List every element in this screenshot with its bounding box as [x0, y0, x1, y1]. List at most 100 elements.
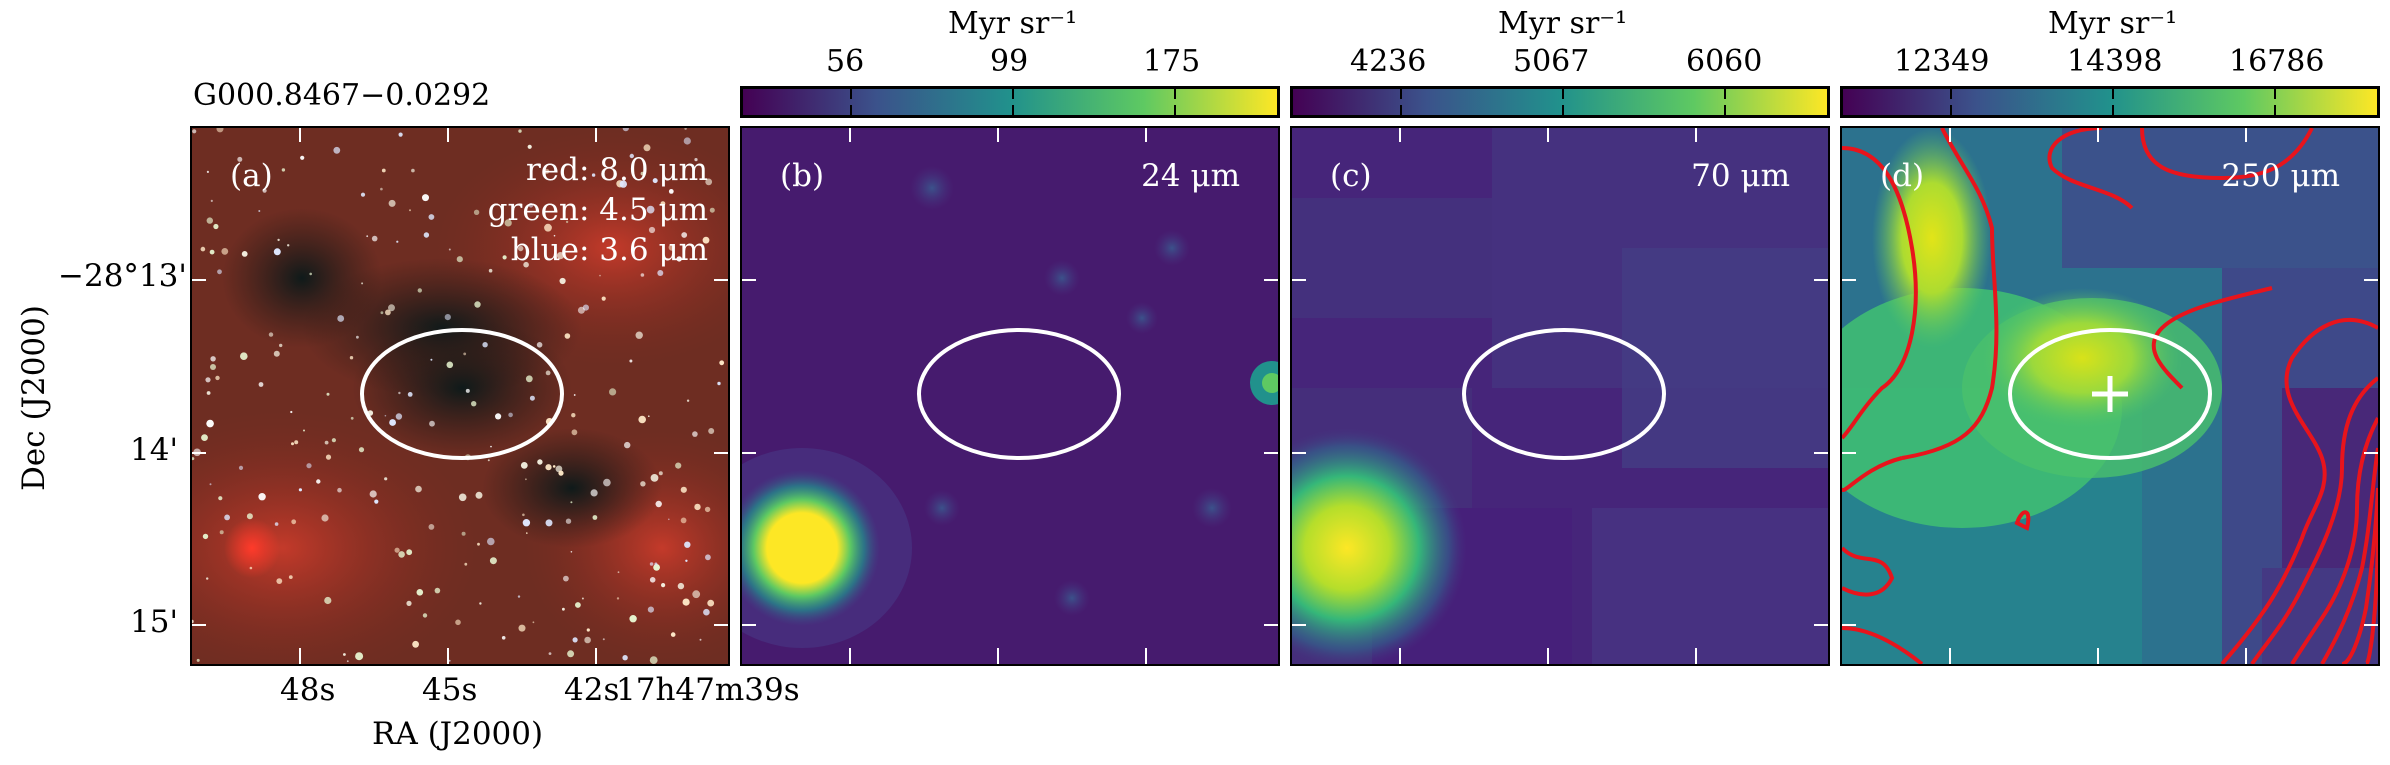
star	[406, 600, 412, 606]
star	[221, 248, 229, 255]
axis-ticks	[1292, 128, 1828, 664]
star	[409, 209, 411, 212]
colorbar-b	[740, 86, 1280, 118]
star	[653, 564, 660, 571]
star	[699, 638, 702, 641]
star	[380, 187, 383, 191]
star	[196, 658, 200, 662]
star	[584, 636, 591, 644]
star	[668, 189, 674, 194]
star	[374, 499, 379, 504]
star	[536, 342, 543, 348]
star	[565, 220, 569, 224]
star	[324, 440, 329, 445]
star	[249, 566, 253, 570]
colorbar-ticks	[1950, 89, 2276, 115]
star	[398, 132, 403, 137]
star	[532, 621, 535, 624]
star	[246, 513, 253, 520]
star	[333, 146, 341, 154]
colorbar-d-unit: Myr sr⁻¹	[2048, 6, 2178, 41]
star	[643, 144, 651, 152]
panel-c-band: 70 μm	[1691, 158, 1790, 194]
star	[240, 352, 248, 360]
star	[288, 575, 293, 579]
dec-tick-label: −28°13'	[58, 258, 187, 294]
star	[567, 650, 575, 658]
star	[661, 583, 666, 588]
contour-lines	[1842, 128, 2378, 664]
star	[309, 272, 312, 276]
star	[461, 531, 466, 536]
star	[434, 587, 441, 594]
star	[658, 471, 663, 476]
star	[692, 590, 701, 599]
colorbar-b-unit: Myr sr⁻¹	[948, 6, 1078, 41]
star	[517, 595, 521, 598]
star	[202, 533, 209, 540]
star	[217, 269, 222, 275]
legend-green: green: 4.5 μm	[487, 192, 708, 228]
star	[573, 394, 576, 396]
star	[508, 412, 513, 418]
star	[389, 419, 396, 426]
star	[281, 168, 286, 172]
star	[380, 311, 384, 315]
panel-b-24um-image: (b) 24 μm	[740, 126, 1280, 666]
star	[684, 541, 691, 548]
star	[564, 333, 571, 339]
star	[350, 416, 354, 420]
dec-tick-label: 14'	[130, 432, 178, 468]
star	[192, 457, 195, 461]
intensity-map-70um	[1292, 128, 1828, 664]
colorbar-b-tick: 99	[990, 44, 1029, 79]
star	[349, 356, 354, 360]
star	[385, 309, 391, 316]
panel-a-label: (a)	[230, 158, 273, 194]
colorbar-c	[1290, 86, 1830, 118]
star	[210, 364, 216, 370]
source-ellipse	[917, 328, 1121, 460]
star	[565, 518, 572, 524]
star	[279, 343, 283, 348]
star	[206, 217, 213, 224]
star	[591, 173, 596, 177]
star	[680, 517, 687, 524]
star	[518, 245, 524, 252]
star	[422, 194, 429, 202]
star	[325, 454, 332, 460]
star	[464, 562, 468, 566]
star	[570, 501, 573, 504]
star	[599, 274, 601, 277]
star	[572, 637, 578, 643]
star	[616, 597, 620, 600]
star	[192, 619, 194, 624]
star	[477, 542, 480, 546]
star	[704, 506, 711, 513]
star	[647, 606, 654, 613]
star	[624, 441, 631, 449]
star	[571, 413, 576, 418]
star	[206, 170, 209, 173]
star	[683, 137, 691, 145]
star	[537, 459, 543, 465]
source-ellipse	[1462, 328, 1666, 460]
star	[649, 577, 656, 583]
star	[224, 514, 230, 521]
star	[586, 628, 590, 632]
ra-tick-label: 17h47m39s	[616, 672, 800, 708]
star	[675, 462, 682, 469]
star	[396, 240, 399, 243]
star	[371, 235, 378, 242]
star	[273, 248, 281, 256]
star	[502, 255, 507, 260]
colorbar-c-tick: 5067	[1513, 44, 1590, 79]
star	[316, 479, 321, 484]
star	[324, 596, 332, 605]
colorbar-c-tick: 4236	[1350, 44, 1427, 79]
star	[525, 375, 533, 383]
star	[527, 144, 532, 149]
star	[473, 209, 480, 215]
panel-a-rgb-image: (a) red: 8.0 μm green: 4.5 μm blue: 3.6 …	[190, 126, 730, 666]
star	[276, 578, 283, 584]
